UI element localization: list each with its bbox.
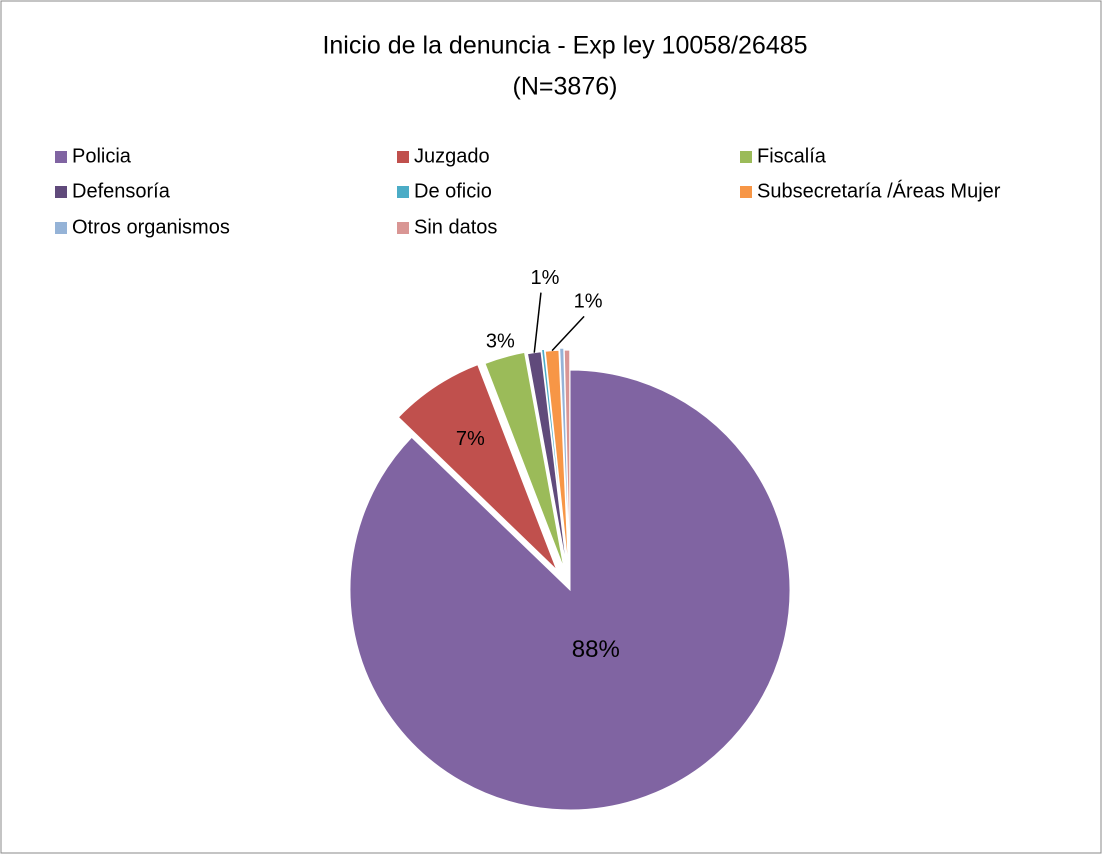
legend-label: Defensoría: [72, 180, 171, 202]
pie-slice: [541, 348, 569, 569]
chart-title: Inicio de la denuncia - Exp ley 10058/26…: [322, 32, 807, 60]
data-label: 88%: [572, 636, 620, 663]
data-label: 1%: [574, 291, 603, 313]
pie-slice: [484, 351, 565, 570]
legend-label: Juzgado: [414, 145, 490, 167]
leader-line: [533, 292, 542, 353]
pie-slice: [349, 369, 791, 811]
pie-slice: [397, 364, 558, 571]
legend-swatch: [740, 186, 752, 198]
legend-swatch: [397, 151, 409, 163]
legend-swatch: [55, 186, 67, 198]
legend-label: Otros organismos: [72, 216, 230, 238]
legend-label: Sin datos: [414, 216, 497, 238]
data-label: 7%: [456, 428, 485, 450]
legend-swatch: [397, 186, 409, 198]
pie-slice: [559, 347, 570, 569]
legend-swatch: [55, 222, 67, 234]
leader-line: [551, 315, 585, 352]
data-label: 3%: [486, 330, 515, 352]
legend-swatch: [740, 151, 752, 163]
legend-label: Subsecretaría /Áreas Mujer: [757, 179, 1001, 202]
legend-label: Policia: [72, 145, 132, 167]
legend-swatch: [397, 222, 409, 234]
legend-label: Fiscalía: [757, 145, 827, 167]
data-label: 1%: [530, 267, 559, 289]
pie-slice: [563, 349, 571, 571]
legend-swatch: [55, 151, 67, 163]
chart-subtitle: (N=3876): [513, 73, 618, 101]
legend-label: De oficio: [414, 180, 492, 202]
